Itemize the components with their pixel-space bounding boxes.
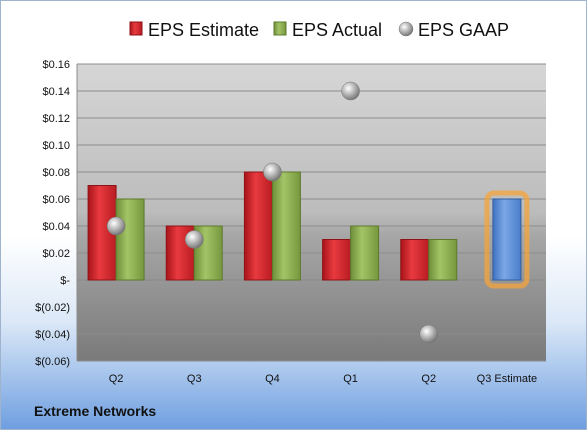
eps-gaap-point	[106, 216, 126, 236]
legend-label: EPS GAAP	[418, 20, 509, 40]
eps-actual-bar	[271, 171, 301, 281]
company-name: Extreme Networks	[34, 403, 157, 419]
legend-label: EPS Estimate	[148, 20, 259, 40]
eps-estimate-next-bar	[492, 198, 522, 281]
y-tick-label: $(0.04)	[35, 329, 70, 341]
y-tick-label: $0.06	[42, 194, 70, 206]
legend: EPS Estimate EPS Actual EPS GAAP	[129, 20, 509, 40]
eps-estimate-bar	[322, 239, 352, 281]
eps-actual-bar	[115, 198, 145, 281]
x-tick-label: Q2	[421, 373, 436, 385]
eps-estimate-bar	[243, 171, 273, 281]
x-tick-label: Q4	[265, 373, 280, 385]
legend-label: EPS Actual	[292, 20, 382, 40]
y-tick-label: $(0.02)	[35, 302, 70, 314]
eps-gaap-point	[341, 81, 360, 101]
y-axis: $(0.06) $(0.04) $(0.02) $- $0.02 $0.04 $0.06 $0…	[35, 59, 78, 368]
estimate-highlight-glow	[484, 190, 530, 289]
eps-gaap-point	[263, 162, 282, 182]
x-tick-label: Q1	[343, 373, 358, 385]
gaap-points	[106, 81, 438, 344]
legend-swatch	[398, 21, 414, 37]
y-tick-label: $0.04	[42, 221, 70, 233]
eps-gaap-point	[419, 324, 438, 344]
x-tick-label: Q3	[187, 373, 202, 385]
bars	[87, 171, 530, 289]
legend-swatch	[273, 21, 287, 36]
legend-swatch	[129, 21, 143, 36]
y-tick-label: $0.02	[42, 248, 70, 260]
y-tick-label: $0.08	[42, 167, 70, 179]
y-tick-label: $-	[60, 275, 70, 287]
eps-actual-bar	[428, 239, 458, 281]
y-tick-label: $0.16	[42, 59, 70, 71]
x-tick-label: Q3 Estimate	[477, 373, 538, 385]
gridlines	[77, 63, 546, 362]
eps-gaap-point	[185, 230, 204, 249]
y-tick-label: $0.14	[42, 86, 70, 98]
eps-estimate-bar	[400, 239, 430, 281]
eps-actual-bar	[350, 225, 380, 281]
y-tick-label: $0.12	[42, 113, 70, 125]
x-axis: Q2 Q3 Q4 Q1 Q2 Q3 Estimate	[109, 373, 537, 385]
y-tick-label: $(0.06)	[35, 356, 70, 368]
plot-area	[77, 64, 546, 361]
x-tick-label: Q2	[109, 373, 124, 385]
y-tick-label: $0.10	[42, 140, 70, 152]
